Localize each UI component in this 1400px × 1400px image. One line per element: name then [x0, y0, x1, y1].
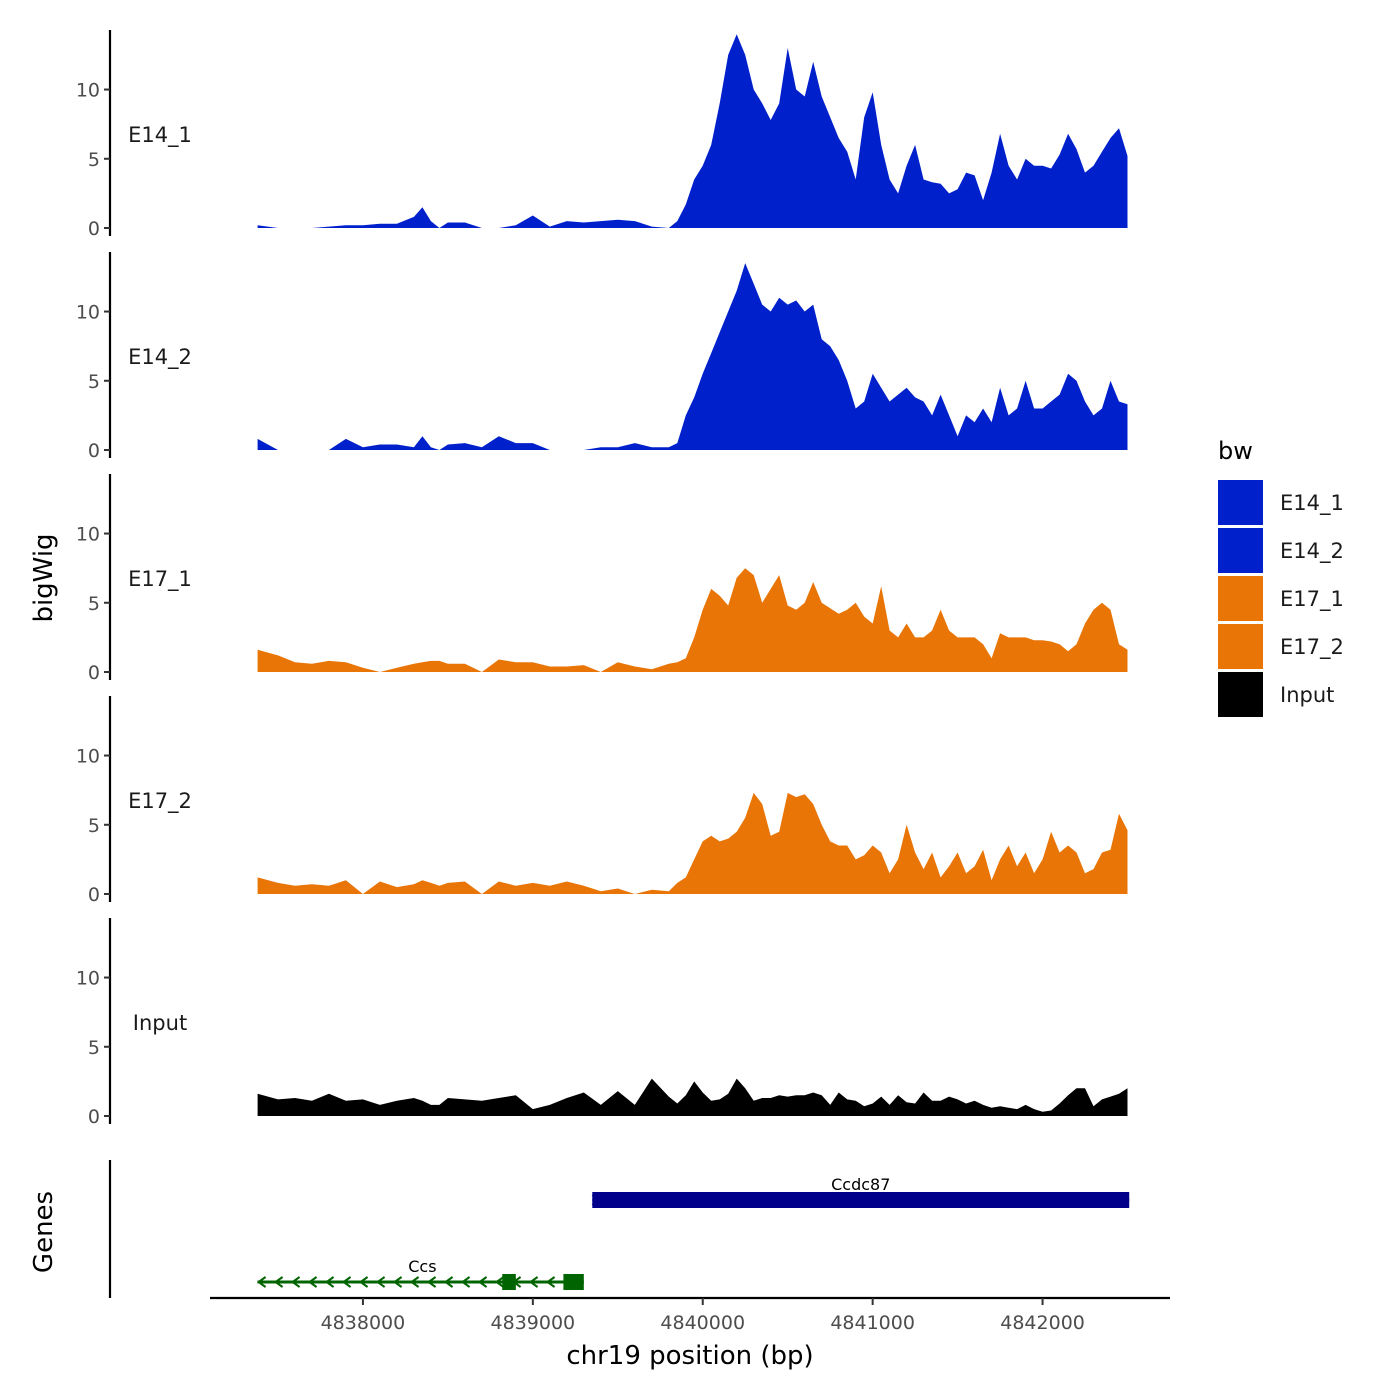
x-tick-label: 4840000: [660, 1312, 745, 1334]
strand-chevron: [324, 1276, 335, 1288]
x-axis-title: chr19 position (bp): [566, 1341, 813, 1371]
y-tick-label: 0: [88, 218, 100, 240]
x-axis: 4838000 4839000 4840000 4841000 4842000: [210, 1296, 1170, 1334]
legend-title: bw: [1218, 437, 1253, 465]
y-tick-label: 10: [76, 968, 100, 990]
gene-ccs: Ccs: [256, 1257, 584, 1290]
y-tick-label: 5: [88, 371, 100, 393]
y-tick-label: 0: [88, 1106, 100, 1128]
gene-exon: [592, 1192, 1130, 1208]
panel-e17_1: 0 5 10 E17_1: [76, 474, 1128, 684]
strand-chevron: [375, 1276, 386, 1288]
coverage-area-e14_1: [257, 34, 1128, 229]
panel-e14_2: 0 5 10 E14_2: [76, 252, 1128, 462]
strand-chevron: [443, 1276, 454, 1288]
panel-input: 0 5 10 Input: [76, 918, 1128, 1128]
strand-chevron: [494, 1276, 505, 1288]
legend-swatch-input: [1218, 672, 1263, 717]
strand-chevron: [477, 1276, 488, 1288]
legend-swatch-e17_2: [1218, 624, 1263, 669]
legend-swatch-e14_2: [1218, 528, 1263, 573]
panel-label: E14_2: [128, 345, 192, 370]
panel-label: Input: [133, 1011, 187, 1035]
strand-chevron: [392, 1276, 403, 1288]
y-tick-label: 5: [88, 1037, 100, 1059]
gene-track: Ccdc87 Ccs: [108, 1160, 1130, 1298]
x-tick-label: 4842000: [1000, 1312, 1085, 1334]
panel-e14_1: 0 5 10 E14_1: [76, 30, 1128, 240]
strand-chevron: [409, 1276, 420, 1288]
y-tick-label: 0: [88, 884, 100, 906]
panel-label: E17_2: [128, 789, 192, 814]
panel-label: E14_1: [128, 123, 192, 148]
gene-label: Ccs: [408, 1257, 436, 1276]
y-axis-title: bigWig: [29, 533, 59, 622]
legend-swatch-e14_1: [1218, 480, 1263, 525]
legend-swatch-e17_1: [1218, 576, 1263, 621]
legend-label: E17_2: [1280, 635, 1344, 660]
y-tick-label: 0: [88, 662, 100, 684]
track-panels: 0 5 10 E14_1 0 5 10 E14_2 0 5 10 E17_1 0 5 10 E17_2 0 5 10…: [76, 30, 1128, 1128]
x-tick-label: 4841000: [830, 1312, 915, 1334]
strand-chevron: [273, 1276, 284, 1288]
gene-label: Ccdc87: [831, 1175, 890, 1194]
x-tick-label: 4838000: [321, 1312, 406, 1334]
strand-chevron: [256, 1276, 267, 1288]
strand-chevron: [460, 1276, 471, 1288]
gene-track-title: Genes: [29, 1191, 59, 1273]
y-tick-label: 10: [76, 302, 100, 324]
panel-e17_2: 0 5 10 E17_2: [76, 696, 1128, 906]
strand-chevron: [290, 1276, 301, 1288]
panel-label: E17_1: [128, 567, 192, 592]
x-tick-label: 4839000: [491, 1312, 576, 1334]
gene-exon: [563, 1274, 584, 1290]
gene-ccdc87: Ccdc87: [591, 1175, 1130, 1208]
strand-chevron: [545, 1276, 556, 1288]
strand-chevron: [307, 1276, 318, 1288]
y-tick-label: 10: [76, 524, 100, 546]
coverage-area-e17_2: [257, 792, 1128, 894]
coverage-area-input: [257, 1078, 1128, 1116]
legend-label: E17_1: [1280, 587, 1344, 612]
legend-label: E14_2: [1280, 539, 1344, 564]
legend-label: E14_1: [1280, 491, 1344, 516]
gene-exon: [502, 1274, 516, 1290]
coverage-area-e17_1: [257, 568, 1128, 672]
legend-label: Input: [1280, 683, 1334, 707]
legend: bw E14_1 E14_2 E17_1 E17_2 Input: [1218, 437, 1344, 717]
strand-chevron: [341, 1276, 352, 1288]
y-tick-label: 5: [88, 149, 100, 171]
strand-chevron: [358, 1276, 369, 1288]
y-tick-label: 5: [88, 593, 100, 615]
y-tick-label: 5: [88, 815, 100, 837]
y-tick-label: 10: [76, 80, 100, 102]
strand-chevron: [426, 1276, 437, 1288]
coverage-area-e14_2: [257, 263, 1128, 450]
strand-chevron: [528, 1276, 539, 1288]
y-tick-label: 10: [76, 746, 100, 768]
y-tick-label: 0: [88, 440, 100, 462]
